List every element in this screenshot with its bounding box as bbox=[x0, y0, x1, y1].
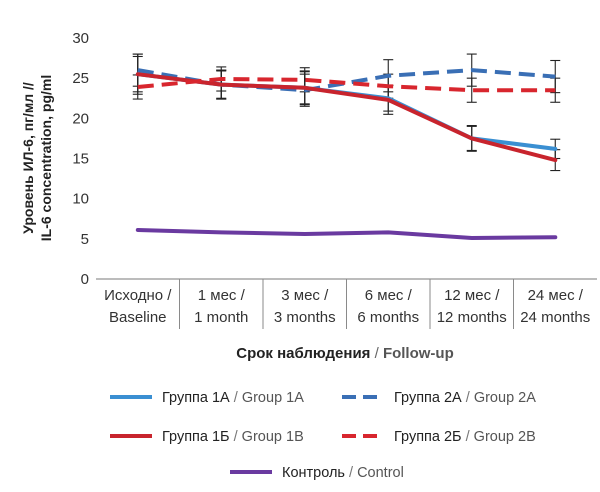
x-tick-label-en: Baseline bbox=[109, 309, 167, 326]
legend: Группа 1А / Group 1A Группа 2А / Group 2A… bbox=[110, 390, 536, 481]
x-tick-label-en: 6 months bbox=[357, 309, 419, 326]
series-line-ctrl bbox=[135, 228, 558, 240]
legend-item-g2b: Группа 2Б / Group 2B bbox=[342, 429, 536, 445]
x-tick-label-en: 24 months bbox=[520, 309, 590, 326]
series-layer bbox=[132, 53, 561, 240]
legend-label-g2a: Группа 2А / Group 2A bbox=[394, 390, 536, 406]
x-axis-title: Срок наблюдения / Follow-up bbox=[236, 345, 454, 362]
x-axis-title-ru: Срок наблюдения bbox=[236, 345, 370, 362]
x-tick-label-en: 3 months bbox=[274, 309, 336, 326]
legend-item-g2a: Группа 2А / Group 2A bbox=[342, 390, 536, 406]
series-line-g1a bbox=[135, 72, 558, 151]
y-tick-label: 20 bbox=[72, 110, 89, 127]
y-axis-title-en: IL-6 concentration, pg/ml bbox=[38, 75, 54, 241]
x-tick-label-en: 12 months bbox=[437, 309, 507, 326]
legend-label-g2b: Группа 2Б / Group 2B bbox=[394, 429, 536, 445]
legend-item-g1a: Группа 1А / Group 1A bbox=[110, 390, 304, 406]
legend-label-ctrl: Контроль / Control bbox=[282, 465, 404, 481]
y-tick-label: 5 bbox=[81, 231, 89, 248]
x-axis: Исходно / Baseline 1 мес / 1 month 3 мес / 3 … bbox=[96, 278, 597, 329]
x-axis-title-sep: / bbox=[370, 345, 383, 362]
series-line-g2a bbox=[137, 68, 556, 93]
y-tick-label: 30 bbox=[72, 30, 89, 47]
y-tick-label: 15 bbox=[72, 151, 89, 168]
series-line-g1b bbox=[135, 72, 558, 163]
x-tick-label-ru: 6 мес / bbox=[365, 287, 413, 304]
y-tick-label: 0 bbox=[81, 271, 89, 288]
legend-label-g1a: Группа 1А / Group 1A bbox=[162, 390, 304, 406]
x-tick-label-ru: 1 мес / bbox=[198, 287, 246, 304]
y-tick-label: 25 bbox=[72, 70, 89, 87]
x-tick-label-ru: 3 мес / bbox=[281, 287, 329, 304]
y-tick-label: 10 bbox=[72, 191, 89, 208]
x-tick-label-ru: Исходно / bbox=[104, 287, 172, 304]
legend-item-g1b: Группа 1Б / Group 1B bbox=[110, 429, 304, 445]
legend-item-ctrl: Контроль / Control bbox=[230, 465, 404, 481]
x-axis-title-en: Follow-up bbox=[383, 345, 454, 362]
y-axis: 0 5 10 15 20 25 30 bbox=[72, 30, 89, 288]
x-tick-label-ru: 12 мес / bbox=[444, 287, 500, 304]
y-axis-title-ru: Уровень ИЛ-6, пг/мл // bbox=[20, 82, 36, 234]
legend-label-g1b: Группа 1Б / Group 1B bbox=[162, 429, 304, 445]
x-tick-label-en: 1 month bbox=[194, 309, 248, 326]
error-bar-g2b bbox=[466, 77, 477, 103]
x-tick-label-ru: 24 мес / bbox=[528, 287, 584, 304]
series-line-g2b bbox=[137, 77, 556, 93]
